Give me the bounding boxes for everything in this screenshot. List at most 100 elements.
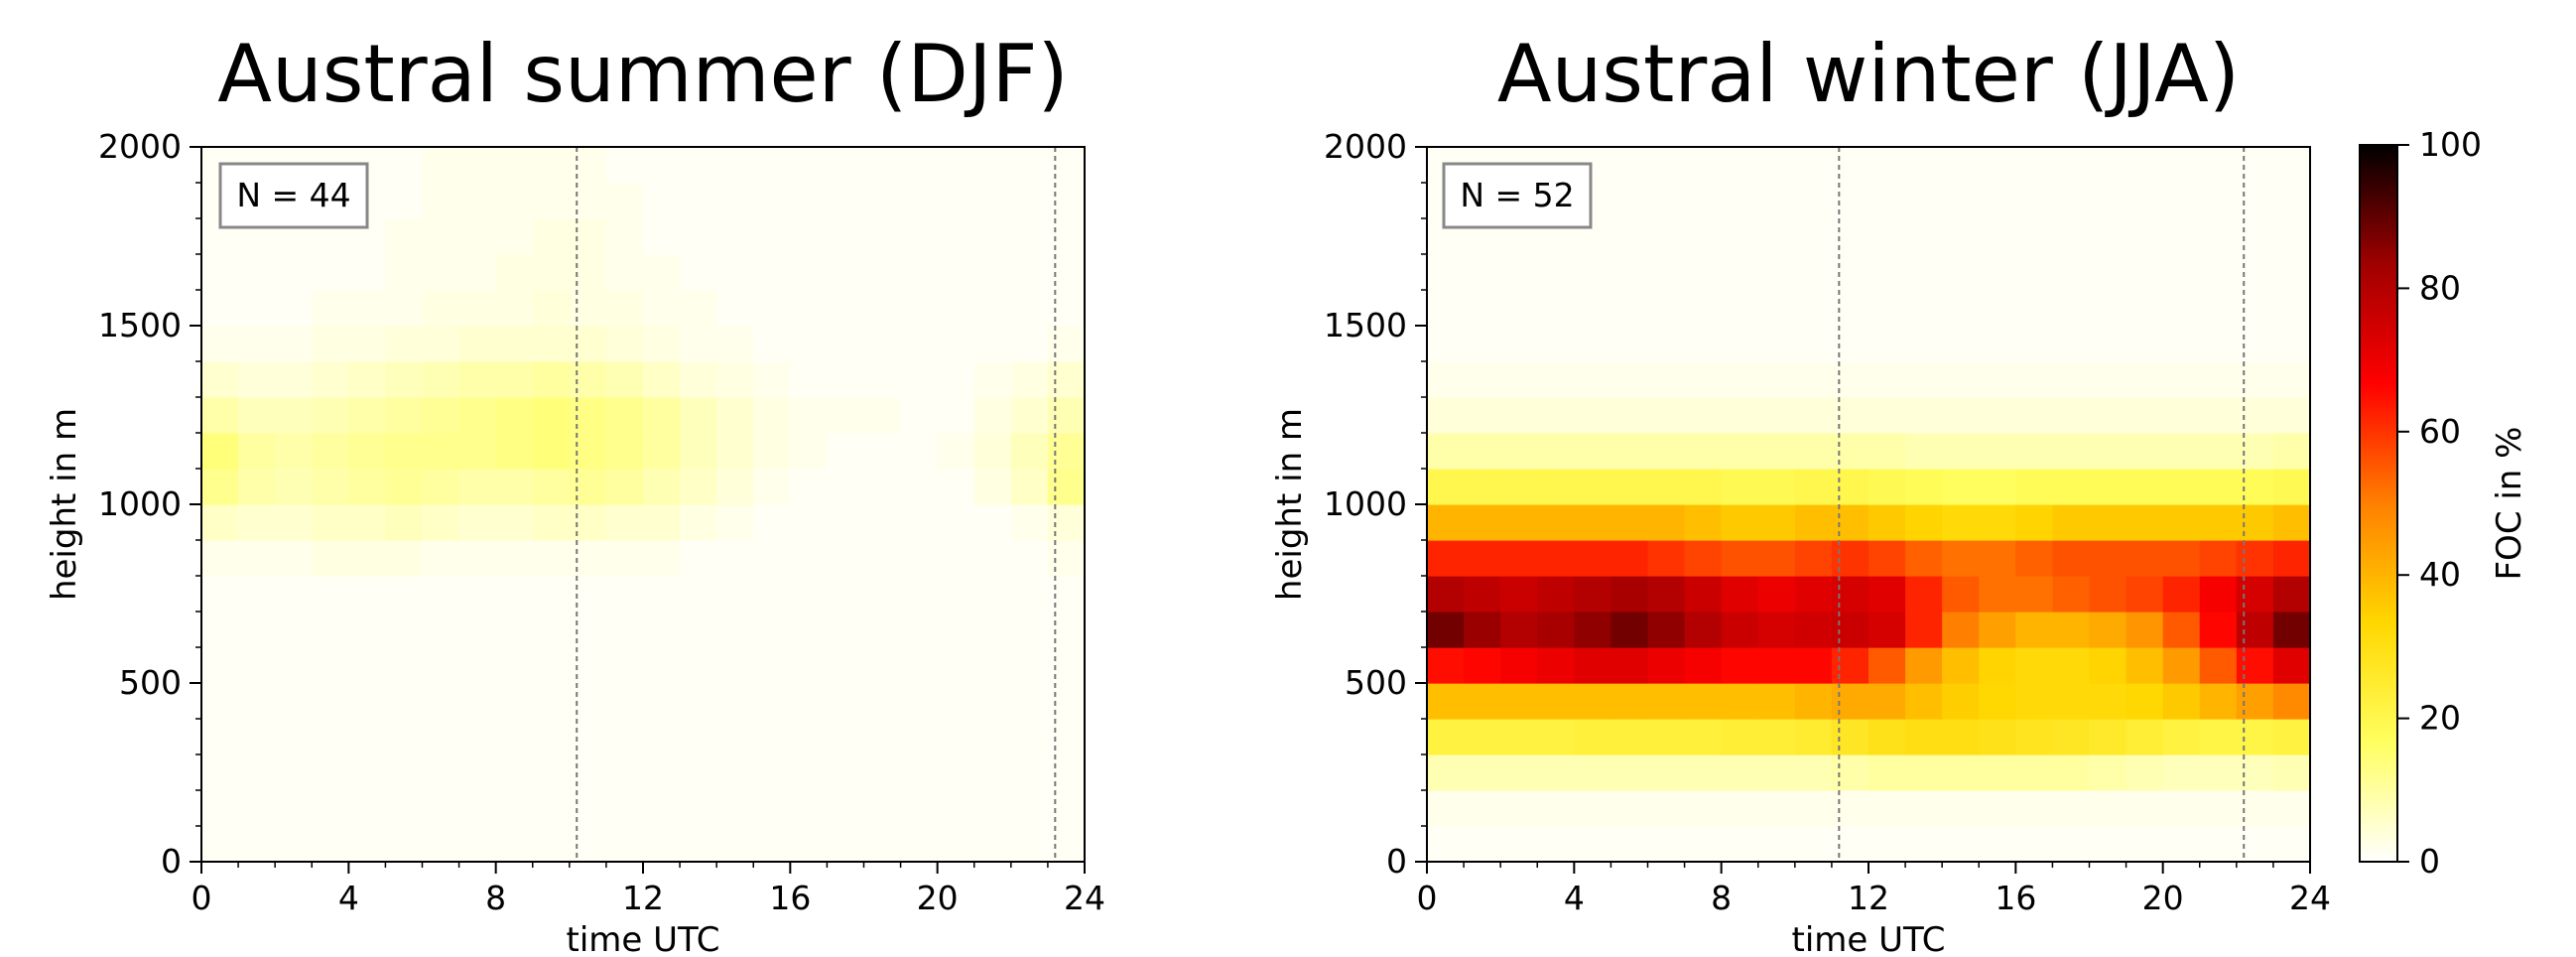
heatmap-cell bbox=[458, 469, 497, 505]
heatmap-cell bbox=[2162, 719, 2201, 755]
heatmap-cell bbox=[275, 826, 313, 862]
heatmap-cell bbox=[2125, 504, 2164, 541]
heatmap-cell bbox=[2236, 612, 2274, 648]
heatmap-cell bbox=[2162, 433, 2201, 470]
x-tick-label: 20 bbox=[917, 879, 959, 917]
heatmap-cell bbox=[643, 361, 681, 398]
heatmap-cell bbox=[1794, 254, 1833, 291]
heatmap-cell bbox=[2052, 612, 2091, 648]
heatmap-cell bbox=[973, 326, 1012, 362]
heatmap-cell bbox=[2272, 469, 2310, 505]
heatmap-cell bbox=[2236, 683, 2274, 720]
heatmap-cell bbox=[937, 504, 975, 541]
heatmap-cell bbox=[1537, 647, 1575, 684]
heatmap-cell bbox=[900, 790, 939, 827]
heatmap-cell bbox=[937, 326, 975, 362]
heatmap-cell bbox=[1537, 397, 1575, 434]
heatmap-cell bbox=[2089, 576, 2127, 613]
heatmap-cell bbox=[1464, 326, 1501, 362]
heatmap-cell bbox=[275, 469, 313, 505]
heatmap-cell bbox=[1610, 647, 1649, 684]
heatmap-cell bbox=[1464, 826, 1501, 862]
heatmap-cell bbox=[716, 576, 754, 613]
heatmap-cell bbox=[532, 326, 571, 362]
heatmap-cell bbox=[1831, 540, 1869, 577]
heatmap-cell bbox=[1574, 754, 1612, 791]
heatmap-cell bbox=[643, 719, 681, 755]
heatmap-cell bbox=[1905, 612, 1943, 648]
heatmap-cell bbox=[2052, 754, 2091, 791]
heatmap-cell bbox=[2162, 397, 2201, 434]
heatmap-cell bbox=[643, 612, 681, 648]
heatmap-cell bbox=[900, 433, 939, 470]
heatmap-cell bbox=[1794, 183, 1833, 219]
heatmap-cell bbox=[532, 540, 571, 577]
heatmap-cell bbox=[680, 397, 717, 434]
y-tick-label: 500 bbox=[119, 663, 182, 702]
heatmap-cell bbox=[680, 218, 717, 255]
heatmap-cell bbox=[1464, 647, 1501, 684]
heatmap-cell bbox=[2199, 790, 2238, 827]
heatmap-cell bbox=[827, 576, 865, 613]
heatmap-cell bbox=[2199, 754, 2238, 791]
heatmap-cell bbox=[2125, 361, 2164, 398]
heatmap-cell bbox=[238, 469, 276, 505]
heatmap-cell bbox=[863, 826, 902, 862]
heatmap-cell bbox=[532, 433, 571, 470]
heatmap-cell bbox=[2089, 754, 2127, 791]
heatmap-cell bbox=[1464, 504, 1501, 541]
heatmap-cell bbox=[1047, 612, 1085, 648]
heatmap-cell bbox=[900, 826, 939, 862]
heatmap-cell bbox=[2272, 183, 2310, 219]
heatmap-cell bbox=[569, 254, 607, 291]
heatmap-cell bbox=[1610, 683, 1649, 720]
heatmap-cell bbox=[1868, 397, 1906, 434]
heatmap-cell bbox=[2052, 361, 2091, 398]
heatmap-cell bbox=[1942, 183, 1980, 219]
heatmap-cell bbox=[569, 183, 607, 219]
heatmap-cell bbox=[238, 326, 276, 362]
colorbar-tick-label: 0 bbox=[2419, 842, 2440, 881]
heatmap-cell bbox=[422, 576, 460, 613]
heatmap-cell bbox=[1427, 683, 1465, 720]
heatmap-cell bbox=[680, 361, 717, 398]
heatmap-cell bbox=[1831, 612, 1869, 648]
heatmap-cell bbox=[1047, 397, 1085, 434]
heatmap-cell bbox=[643, 683, 681, 720]
heatmap-cell bbox=[1905, 397, 1943, 434]
heatmap-cell bbox=[1610, 218, 1649, 255]
heatmap-cell bbox=[2015, 397, 2054, 434]
heatmap-cell bbox=[1427, 397, 1465, 434]
heatmap-cell bbox=[1757, 433, 1796, 470]
heatmap-cell bbox=[1794, 719, 1833, 755]
heatmap-cell bbox=[1464, 790, 1501, 827]
heatmap-cell bbox=[716, 469, 754, 505]
heatmap-cell bbox=[422, 397, 460, 434]
heatmap-cell bbox=[643, 540, 681, 577]
heatmap-cell bbox=[827, 790, 865, 827]
heatmap-cell bbox=[385, 218, 424, 255]
heatmap-cell bbox=[2015, 647, 2054, 684]
heatmap-cell bbox=[1757, 826, 1796, 862]
heatmap-cell bbox=[422, 540, 460, 577]
heatmap-cell bbox=[937, 290, 975, 327]
heatmap-cell bbox=[1010, 218, 1049, 255]
heatmap-cell bbox=[495, 826, 534, 862]
heatmap-cell bbox=[1721, 647, 1759, 684]
heatmap-cell bbox=[1757, 290, 1796, 327]
heatmap-cell bbox=[532, 361, 571, 398]
x-tick-label: 0 bbox=[192, 879, 212, 917]
heatmap-cell bbox=[1010, 576, 1049, 613]
heatmap-cell bbox=[1942, 540, 1980, 577]
heatmap-cell bbox=[1537, 683, 1575, 720]
heatmap-cell bbox=[1500, 754, 1538, 791]
heatmap-cell bbox=[643, 433, 681, 470]
heatmap-cell bbox=[569, 147, 607, 184]
heatmap-cell bbox=[716, 254, 754, 291]
heatmap-cell bbox=[753, 147, 791, 184]
heatmap-cell bbox=[1979, 433, 2016, 470]
heatmap-cell bbox=[2236, 218, 2274, 255]
heatmap-cell bbox=[1610, 254, 1649, 291]
heatmap-cell bbox=[2162, 183, 2201, 219]
heatmap-cell bbox=[1647, 397, 1686, 434]
